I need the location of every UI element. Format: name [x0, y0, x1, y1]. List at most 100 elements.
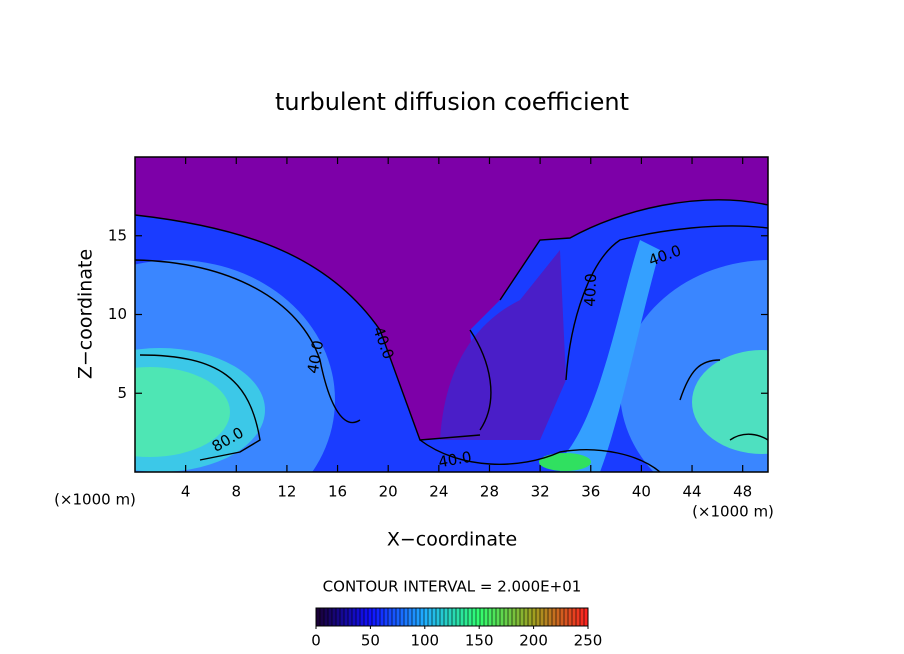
colorbar-tick-label: 100	[410, 632, 439, 650]
colorbar-tick-label: 250	[574, 632, 603, 650]
contour-label: 40.0	[581, 273, 600, 307]
colorbar-cell	[560, 608, 565, 626]
x-tick-label: 36	[581, 483, 600, 501]
colorbar-cell	[364, 608, 369, 626]
x-tick-label: 8	[232, 483, 242, 501]
colorbar-cell	[476, 608, 481, 626]
colorbar-tick-label: 150	[465, 632, 494, 650]
colorbar-cell	[316, 608, 321, 626]
colorbar-cell	[532, 608, 537, 626]
colorbar-cell	[480, 608, 485, 626]
colorbar-cell	[332, 608, 337, 626]
x-unit-label: (×1000 m)	[692, 503, 774, 521]
colorbar-cell	[496, 608, 501, 626]
colorbar-cell	[392, 608, 397, 626]
colorbar-cell	[464, 608, 469, 626]
colorbar-cell	[508, 608, 513, 626]
colorbar-cell	[400, 608, 405, 626]
colorbar-cell	[396, 608, 401, 626]
colorbar-cell	[540, 608, 545, 626]
colorbar-cell	[328, 608, 333, 626]
colorbar-cell	[428, 608, 433, 626]
colorbar-cell	[336, 608, 341, 626]
colorbar-cell	[512, 608, 517, 626]
x-tick-label: 16	[328, 483, 347, 501]
y-tick-label: 10	[108, 305, 127, 323]
colorbar-cell	[416, 608, 421, 626]
colorbar-cell	[404, 608, 409, 626]
colorbar-cell	[500, 608, 505, 626]
y-axis-label: Z−coordinate	[75, 249, 97, 379]
colorbar-cell	[440, 608, 445, 626]
colorbar-cell	[340, 608, 345, 626]
contour-label: 40.0	[437, 448, 473, 472]
chart-title: turbulent diffusion coefficient	[275, 88, 629, 116]
colorbar-cell	[408, 608, 413, 626]
colorbar-cell	[536, 608, 541, 626]
colorbar-cell	[368, 608, 373, 626]
x-axis-label: X−coordinate	[387, 529, 517, 551]
colorbar-cell	[448, 608, 453, 626]
colorbar-cell	[376, 608, 381, 626]
y-tick-label: 5	[117, 384, 127, 402]
colorbar-cell	[520, 608, 525, 626]
x-tick-label: 20	[379, 483, 398, 501]
colorbar-frame	[315, 607, 589, 627]
colorbar-tick-label: 50	[361, 632, 380, 650]
x-tick-label: 44	[682, 483, 701, 501]
colorbar-cell	[356, 608, 361, 626]
colorbar-cell	[484, 608, 489, 626]
x-tick-label: 40	[632, 483, 651, 501]
colorbar-cell	[360, 608, 365, 626]
contour-label: 40.0	[304, 339, 328, 375]
colorbar-cell	[452, 608, 457, 626]
x-unit-label: (×1000 m)	[54, 491, 136, 509]
x-tick-label: 24	[429, 483, 448, 501]
colorbar-cell	[528, 608, 533, 626]
colorbar-cell	[436, 608, 441, 626]
x-tick-label: 48	[733, 483, 752, 501]
field	[135, 157, 768, 472]
colorbar-cell	[472, 608, 477, 626]
colorbar-cell	[572, 608, 577, 626]
x-tick-label: 12	[277, 483, 296, 501]
colorbar-cell	[384, 608, 389, 626]
colorbar-cell	[348, 608, 353, 626]
colorbar-cell	[420, 608, 425, 626]
colorbar-cell	[524, 608, 529, 626]
colorbar-cell	[372, 608, 377, 626]
colorbar-cell	[492, 608, 497, 626]
colorbar-cell	[468, 608, 473, 626]
colorbar-tick-label: 200	[519, 632, 548, 650]
colorbar-cell	[488, 608, 493, 626]
colorbar-cell	[552, 608, 557, 626]
colorbar-cell	[424, 608, 429, 626]
colorbar-cell	[516, 608, 521, 626]
colorbar-cell	[432, 608, 437, 626]
colorbar-cell	[548, 608, 553, 626]
colorbar-cell	[344, 608, 349, 626]
colorbar-cell	[584, 608, 589, 626]
colorbar-cell	[576, 608, 581, 626]
colorbar-cell	[352, 608, 357, 626]
colorbar-cell	[544, 608, 549, 626]
colorbar-cell	[456, 608, 461, 626]
colorbar-cell	[556, 608, 561, 626]
x-tick-label: 4	[181, 483, 191, 501]
y-tick-label: 15	[108, 226, 127, 244]
colorbar-cell	[568, 608, 573, 626]
colorbar-cell	[388, 608, 393, 626]
colorbar-cell	[564, 608, 569, 626]
colorbar-cell	[320, 608, 325, 626]
contour-interval: CONTOUR INTERVAL = 2.000E+01	[323, 578, 582, 596]
colorbar-cell	[444, 608, 449, 626]
colorbar-cell	[412, 608, 417, 626]
colorbar-cell	[580, 608, 585, 626]
colorbar-cell	[324, 608, 329, 626]
colorbar-tick-label: 0	[311, 632, 321, 650]
x-tick-label: 28	[480, 483, 499, 501]
colorbar-cell	[504, 608, 509, 626]
colorbar-cell	[380, 608, 385, 626]
colorbar-cell	[460, 608, 465, 626]
